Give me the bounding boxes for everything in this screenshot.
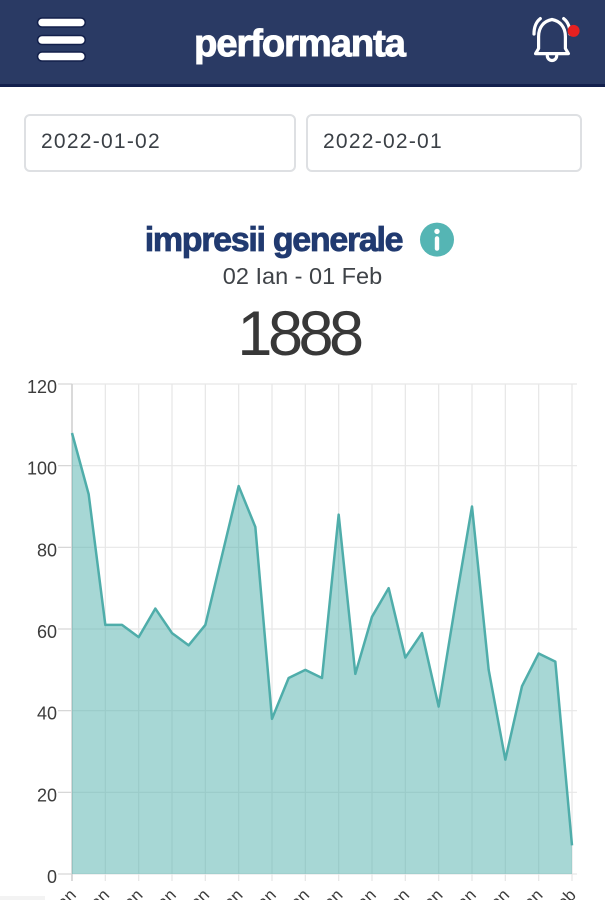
svg-text:80: 80 xyxy=(37,540,57,560)
svg-text:100: 100 xyxy=(27,459,57,479)
svg-text:0: 0 xyxy=(47,867,57,887)
svg-text:120: 120 xyxy=(27,377,57,397)
svg-text:60: 60 xyxy=(37,622,57,642)
svg-text:40: 40 xyxy=(37,704,57,724)
svg-text:20: 20 xyxy=(37,785,57,805)
